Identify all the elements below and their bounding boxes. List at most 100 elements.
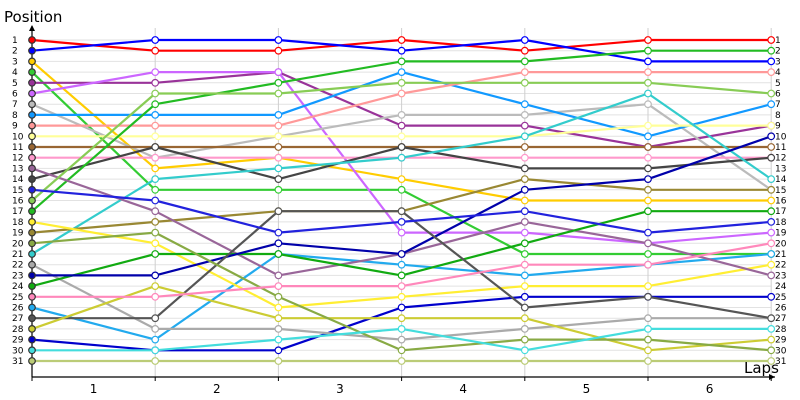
data-point [767, 185, 776, 194]
data-point [520, 164, 529, 173]
data-point [520, 282, 529, 291]
y-tick-label-right: 19 [775, 229, 787, 239]
data-point [397, 292, 406, 301]
y-tick-label-right: 27 [775, 314, 786, 324]
x-tick-label: 4 [459, 382, 467, 396]
data-point [644, 260, 652, 269]
series-18 [28, 46, 776, 216]
data-point [520, 175, 529, 184]
data-point [644, 132, 652, 141]
data-point [274, 89, 283, 98]
data-point [28, 357, 36, 365]
data-point [397, 250, 406, 258]
y-tick-label-right: 7 [775, 100, 781, 110]
series-1 [28, 36, 776, 55]
y-tick-label-right: 4 [775, 68, 781, 78]
y-tick-label-left: 14 [12, 175, 24, 185]
y-tick-label-left: 2 [12, 47, 18, 57]
data-point [151, 175, 160, 184]
y-tick-label-left: 29 [12, 336, 24, 346]
data-point [520, 36, 529, 44]
y-tick-label-left: 6 [12, 90, 18, 100]
y-tick-label-right: 15 [775, 186, 786, 196]
data-point [520, 271, 529, 280]
data-point [151, 207, 160, 216]
y-tick-label-right: 31 [775, 357, 786, 367]
data-point [397, 143, 406, 151]
data-point [274, 271, 283, 280]
data-point [644, 185, 652, 194]
y-tick-label-left: 8 [12, 111, 18, 121]
y-tick-label-right: 8 [775, 111, 781, 121]
data-point [397, 132, 406, 141]
y-tick-label-right: 17 [775, 207, 786, 217]
series-31 [28, 185, 776, 237]
data-point [28, 36, 36, 44]
data-point [151, 250, 160, 258]
y-tick-label-left: 4 [12, 68, 18, 78]
y-tick-label-left: 27 [12, 314, 23, 324]
data-point [397, 271, 406, 280]
y-tick-label-left: 19 [12, 229, 24, 239]
data-point [274, 121, 283, 130]
data-point [767, 292, 776, 301]
data-point [767, 314, 776, 323]
data-point [28, 271, 36, 280]
x-tick-label: 6 [706, 382, 714, 396]
y-tick-label-right: 14 [775, 175, 787, 185]
data-point [767, 36, 776, 44]
data-point [397, 357, 406, 365]
x-tick-label: 1 [90, 382, 98, 396]
data-point [28, 239, 36, 248]
series-8 [28, 68, 776, 141]
data-point [767, 228, 776, 237]
y-tick-label-left: 5 [12, 79, 18, 89]
data-point [28, 207, 36, 216]
data-point [767, 89, 776, 98]
data-point [274, 282, 283, 291]
data-point [520, 239, 529, 248]
data-point [397, 36, 406, 44]
data-point [151, 110, 160, 119]
data-point [520, 100, 529, 109]
y-tick-label-right: 16 [775, 197, 787, 207]
y-axis-arrow [29, 25, 35, 31]
data-point [520, 143, 529, 151]
x-axis-arrow [769, 374, 775, 380]
data-point [28, 89, 36, 98]
data-point [28, 143, 36, 151]
data-point [397, 325, 406, 333]
data-point [520, 78, 529, 87]
y-tick-label-right: 21 [775, 250, 786, 260]
y-tick-label-right: 18 [775, 218, 787, 228]
data-point [151, 132, 160, 141]
data-point [520, 207, 529, 216]
data-point [520, 335, 529, 344]
data-point [644, 100, 652, 109]
data-point [28, 260, 36, 269]
data-point [151, 143, 160, 151]
data-point [520, 153, 529, 162]
y-tick-label-right: 5 [775, 79, 781, 89]
data-point [767, 143, 776, 151]
data-point [274, 78, 283, 87]
data-point [28, 46, 36, 55]
data-point [28, 346, 36, 355]
data-point [274, 357, 283, 365]
series-29 [28, 325, 776, 355]
data-point [397, 335, 406, 344]
data-point [28, 78, 36, 87]
data-point [274, 292, 283, 301]
y-tick-label-right: 24 [775, 282, 787, 292]
data-point [397, 68, 406, 76]
data-point [644, 292, 652, 301]
data-point [274, 36, 283, 44]
data-point [767, 357, 776, 365]
y-tick-label-right: 6 [775, 90, 781, 100]
data-point [151, 357, 160, 365]
data-point [644, 282, 652, 291]
data-point [397, 153, 406, 162]
data-point [644, 207, 652, 216]
data-point [644, 36, 652, 44]
